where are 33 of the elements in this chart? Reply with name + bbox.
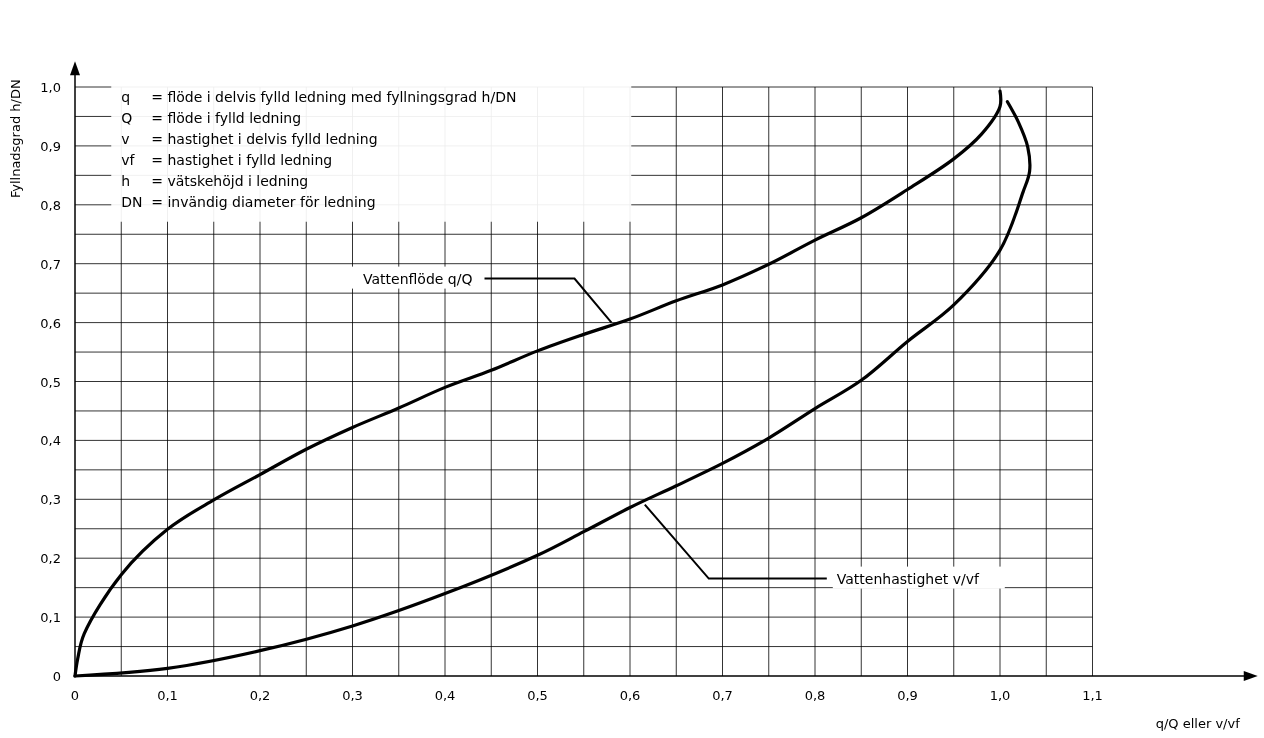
x-tick-label: 0,5 — [527, 688, 548, 703]
x-tick-label: 0,6 — [619, 688, 641, 703]
y-tick-label: 0,8 — [40, 197, 61, 213]
x-tick-label: 0,1 — [157, 688, 178, 703]
y-tick-label: 0,4 — [40, 433, 61, 449]
text: q = flöde i delvis fylld ledning med fyllningsgrad h/DN — [121, 88, 517, 105]
annotation: DN = invändig diameter för ledning — [121, 193, 376, 210]
x-tick-label: 0,3 — [342, 688, 363, 703]
y-tick-label: 0,6 — [40, 315, 61, 331]
y-tick-label: 0,5 — [40, 374, 61, 390]
x-tick-label: 0,2 — [249, 688, 271, 703]
x-tick-label: 0 — [70, 688, 80, 703]
x-tick-label: 0,9 — [897, 688, 918, 703]
text: v = hastighet i delvis fylld ledning — [121, 130, 378, 147]
y-tick-label: 0 — [52, 669, 61, 684]
x-tick-label: 0,8 — [804, 688, 826, 703]
x-axis-title: q/Q eller v/vf — [1155, 716, 1241, 731]
x-tick-label: 0,4 — [434, 688, 456, 703]
text: h = vätskehöjd i ledning — [121, 172, 309, 189]
y-tick-label: 0,7 — [40, 256, 61, 272]
annotation: Vattenflöde q/Q — [363, 270, 473, 287]
y-tick-label: 1,0 — [40, 80, 61, 95]
x-tick-label: 0,7 — [712, 688, 733, 703]
annotation: Vattenhastighet v/vf — [836, 570, 981, 587]
x-tick-label: 1,1 — [1082, 688, 1103, 703]
y-tick-label: 0,1 — [40, 610, 61, 626]
y-axis-title: Fyllnadsgrad h/DN — [8, 79, 23, 199]
text: Q = flöde i fylld ledning — [121, 109, 302, 126]
y-tick-label: 0,3 — [40, 492, 61, 508]
annotation: vf = hastighet i fylld ledning — [121, 151, 333, 168]
y-tick-label: 0,2 — [40, 551, 61, 567]
y-tick-label: 0,9 — [40, 138, 61, 154]
x-tick-label: 1,0 — [989, 688, 1011, 703]
